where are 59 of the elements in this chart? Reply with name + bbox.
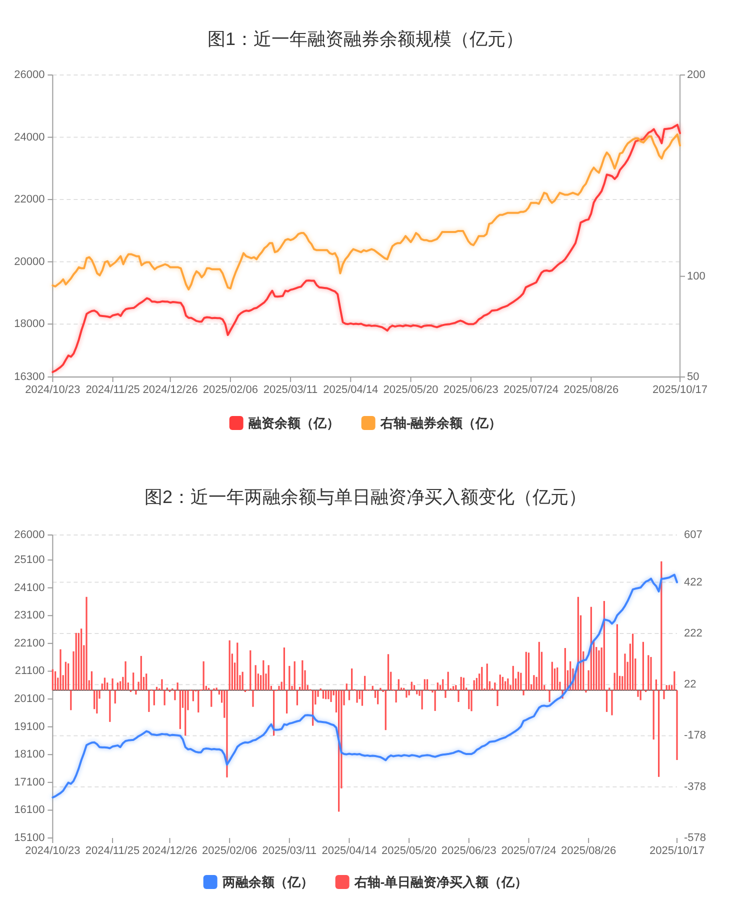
y-tick-label: 18000	[14, 318, 45, 330]
x-tick-label: 2025/10/17	[652, 384, 708, 396]
x-tick-label: 2025/02/06	[202, 384, 258, 396]
x-tick-label: 2024/12/26	[142, 845, 198, 857]
x-tick-label: 2024/10/23	[25, 384, 80, 396]
y2-tick-label: 422	[684, 576, 702, 588]
y-tick-label: 16300	[14, 371, 45, 383]
y-tick-label: 17100	[14, 776, 45, 788]
legend-label: 融资余额（亿）	[248, 416, 340, 430]
y-tick-label: 26000	[14, 69, 45, 81]
x-tick-label: 2025/08/26	[561, 845, 616, 857]
x-tick-label: 2025/10/17	[649, 845, 705, 857]
y-tick-label: 22000	[14, 194, 45, 206]
y2-tick-label: 50	[687, 371, 700, 383]
line-series	[52, 574, 678, 798]
x-tick-label: 2025/07/24	[503, 384, 559, 396]
y2-tick-label: 222	[684, 627, 702, 640]
x-tick-label: 2025/03/11	[262, 845, 317, 857]
x-tick-label: 2024/12/26	[142, 384, 198, 396]
legend-label: 右轴-单日融资净买入额（亿）	[353, 874, 528, 890]
x-tick-label: 2025/06/23	[443, 384, 498, 396]
x-tick-label: 2024/10/23	[25, 845, 80, 857]
y-tick-label: 24000	[14, 131, 45, 144]
chart-title: 图2：近一年两融余额与单日融资净买入额变化（亿元）	[144, 487, 587, 507]
y2-tick-label: 22	[684, 678, 696, 691]
y2-tick-label: -178	[684, 730, 706, 742]
y-tick-label: 15100	[14, 832, 45, 844]
chart-title: 图1：近一年融资融券余额规模（亿元）	[207, 29, 524, 49]
x-tick-label: 2024/11/25	[85, 845, 140, 857]
x-tick-label: 2025/05/20	[382, 845, 437, 857]
y2-tick-label: 100	[687, 270, 706, 282]
x-tick-label: 2024/11/25	[86, 384, 140, 396]
y2-tick-label: 200	[687, 69, 706, 81]
y2-tick-label: 607	[684, 529, 702, 541]
y-tick-label: 16100	[14, 804, 45, 816]
line-series	[52, 133, 681, 290]
y-tick-label: 26000	[14, 529, 45, 541]
y-tick-label: 25100	[14, 554, 45, 566]
y-tick-label: 19100	[14, 720, 45, 733]
y-tick-label: 20000	[14, 256, 45, 268]
x-tick-label: 2025/05/20	[383, 384, 438, 396]
x-tick-label: 2025/04/14	[323, 384, 378, 396]
y-tick-label: 22100	[14, 637, 45, 650]
y-tick-label: 18100	[14, 748, 45, 761]
x-tick-label: 2025/03/11	[263, 384, 318, 396]
y-tick-label: 21100	[14, 665, 45, 678]
x-tick-label: 2025/08/26	[564, 384, 619, 396]
legend-label: 两融余额（亿）	[221, 874, 314, 890]
x-tick-label: 2025/04/14	[322, 845, 377, 857]
x-tick-label: 2025/06/23	[441, 845, 496, 857]
y-tick-label: 24100	[14, 582, 45, 594]
y2-tick-label: -378	[684, 780, 706, 793]
x-tick-label: 2025/02/06	[202, 845, 258, 857]
y2-tick-label: -578	[684, 832, 706, 844]
y-tick-label: 23100	[14, 610, 45, 622]
line-series	[52, 124, 681, 374]
x-tick-label: 2025/07/24	[501, 845, 556, 857]
y-tick-label: 20100	[14, 693, 45, 706]
legend-label: 右轴-融券余额（亿）	[379, 416, 502, 430]
